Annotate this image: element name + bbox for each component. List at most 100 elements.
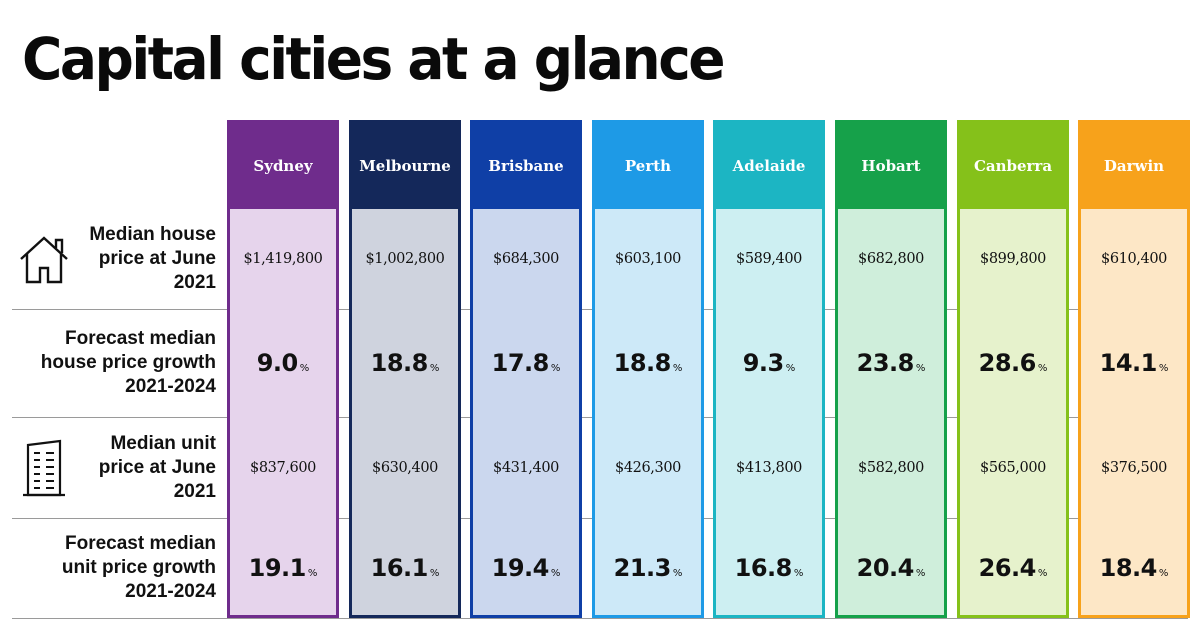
city-header: Sydney <box>230 123 336 209</box>
city-column: Adelaide $589,400 9.3% $413,800 16.8% <box>713 120 825 618</box>
city-header: Melbourne <box>352 123 458 209</box>
percent-sign: % <box>299 362 310 374</box>
percent-sign: % <box>915 362 926 374</box>
percent-sign: % <box>550 567 561 579</box>
growth-cell: 21.3% <box>595 518 701 618</box>
percent-sign: % <box>1158 567 1169 579</box>
row-label: Median unit price at June 2021 <box>98 432 216 502</box>
growth-cell: 18.4% <box>1081 518 1187 618</box>
growth-value: 18.4 <box>1099 554 1158 582</box>
price-value: $682,800 <box>858 250 924 267</box>
growth-cell: 17.8% <box>473 309 579 417</box>
growth-cell: 18.8% <box>352 309 458 417</box>
growth-value: 19.4 <box>491 554 550 582</box>
price-value: $603,100 <box>615 250 681 267</box>
price-value: $1,419,800 <box>243 250 323 267</box>
price-cell: $837,600 <box>230 417 336 518</box>
city-header: Hobart <box>838 123 944 209</box>
growth-cell: 18.8% <box>595 309 701 417</box>
growth-cell: 19.1% <box>230 518 336 618</box>
growth-cell: 16.1% <box>352 518 458 618</box>
growth-value: 28.6 <box>978 349 1037 377</box>
percent-sign: % <box>672 362 683 374</box>
city-header: Canberra <box>960 123 1066 209</box>
growth-value: 23.8 <box>856 349 915 377</box>
growth-value: 9.3 <box>742 349 785 377</box>
chart-title: Capital cities at a glance <box>22 25 726 93</box>
price-cell: $682,800 <box>838 208 944 309</box>
row-divider <box>12 618 1188 619</box>
percent-sign: % <box>1037 567 1048 579</box>
price-cell: $1,002,800 <box>352 208 458 309</box>
price-cell: $426,300 <box>595 417 701 518</box>
city-header: Brisbane <box>473 123 579 209</box>
percent-sign: % <box>785 362 796 374</box>
city-header: Adelaide <box>716 123 822 209</box>
city-column: Sydney $1,419,800 9.0% $837,600 19.1% <box>227 120 339 618</box>
percent-sign: % <box>1158 362 1169 374</box>
growth-value: 18.8 <box>613 349 672 377</box>
price-cell: $610,400 <box>1081 208 1187 309</box>
percent-sign: % <box>793 567 804 579</box>
price-value: $1,002,800 <box>365 250 445 267</box>
percent-sign: % <box>1037 362 1048 374</box>
growth-value: 16.1 <box>370 554 429 582</box>
growth-value: 19.1 <box>248 554 307 582</box>
price-cell: $603,100 <box>595 208 701 309</box>
city-header: Darwin <box>1081 123 1187 209</box>
price-value: $684,300 <box>493 250 559 267</box>
price-value: $431,400 <box>493 459 559 476</box>
price-cell: $589,400 <box>716 208 822 309</box>
growth-cell: 19.4% <box>473 518 579 618</box>
growth-value: 21.3 <box>613 554 672 582</box>
price-value: $837,600 <box>250 459 316 476</box>
apartment-building-icon <box>18 437 70 503</box>
price-value: $376,500 <box>1101 459 1167 476</box>
city-column: Brisbane $684,300 17.8% $431,400 19.4% <box>470 120 582 618</box>
house-icon <box>18 228 70 294</box>
percent-sign: % <box>307 567 318 579</box>
price-value: $589,400 <box>736 250 802 267</box>
growth-cell: 28.6% <box>960 309 1066 417</box>
price-cell: $899,800 <box>960 208 1066 309</box>
percent-sign: % <box>429 362 440 374</box>
growth-cell: 20.4% <box>838 518 944 618</box>
percent-sign: % <box>672 567 683 579</box>
growth-cell: 9.3% <box>716 309 822 417</box>
growth-value: 26.4 <box>978 554 1037 582</box>
growth-cell: 16.8% <box>716 518 822 618</box>
city-column: Melbourne $1,002,800 18.8% $630,400 16.1% <box>349 120 461 618</box>
price-value: $610,400 <box>1101 250 1167 267</box>
price-cell: $431,400 <box>473 417 579 518</box>
price-cell: $1,419,800 <box>230 208 336 309</box>
growth-value: 9.0 <box>256 349 299 377</box>
price-value: $426,300 <box>615 459 681 476</box>
city-column: Darwin $610,400 14.1% $376,500 18.4% <box>1078 120 1190 618</box>
price-cell: $684,300 <box>473 208 579 309</box>
growth-value: 18.8 <box>370 349 429 377</box>
row-label: Forecast median unit price growth 2021-2… <box>61 533 216 602</box>
price-cell: $630,400 <box>352 417 458 518</box>
price-cell: $376,500 <box>1081 417 1187 518</box>
growth-value: 20.4 <box>856 554 915 582</box>
growth-cell: 9.0% <box>230 309 336 417</box>
price-value: $413,800 <box>736 459 802 476</box>
growth-value: 17.8 <box>491 349 550 377</box>
price-value: $630,400 <box>372 459 438 476</box>
price-value: $899,800 <box>980 250 1046 267</box>
row-label: Median house price at June 2021 <box>89 223 216 293</box>
percent-sign: % <box>915 567 926 579</box>
row-label: Forecast median house price growth 2021-… <box>40 328 216 397</box>
price-value: $582,800 <box>858 459 924 476</box>
price-cell: $413,800 <box>716 417 822 518</box>
city-header: Perth <box>595 123 701 209</box>
growth-cell: 26.4% <box>960 518 1066 618</box>
price-cell: $565,000 <box>960 417 1066 518</box>
city-column: Hobart $682,800 23.8% $582,800 20.4% <box>835 120 947 618</box>
growth-value: 16.8 <box>734 554 793 582</box>
growth-cell: 23.8% <box>838 309 944 417</box>
price-cell: $582,800 <box>838 417 944 518</box>
city-column: Canberra $899,800 28.6% $565,000 26.4% <box>957 120 1069 618</box>
growth-cell: 14.1% <box>1081 309 1187 417</box>
percent-sign: % <box>429 567 440 579</box>
